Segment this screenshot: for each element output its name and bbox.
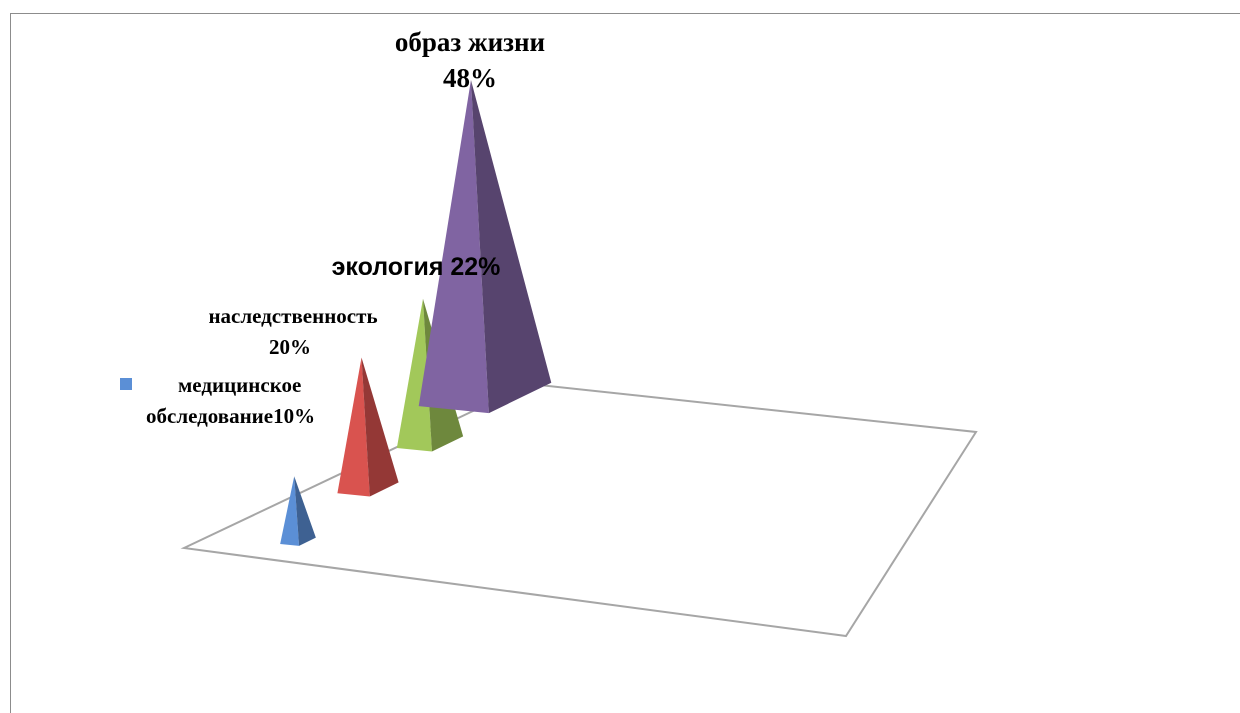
- pyramid-медицинское-обследование-front: [280, 476, 300, 546]
- legend-swatch: [120, 378, 132, 390]
- chart-frame: [10, 13, 1240, 713]
- pyramid-marks: [280, 80, 552, 546]
- data-label-экология: экология 22%: [332, 253, 501, 281]
- data-label-наследственность-line-2: 20%: [269, 335, 311, 359]
- pyramid-образ-жизни-side: [470, 80, 552, 414]
- data-label-медицинское-обследование-line-2: обследование10%: [146, 404, 315, 428]
- data-label-образ-жизни-line-2: 48%: [443, 63, 497, 93]
- pyramid-наследственность-front: [337, 357, 370, 497]
- data-label-медицинское-обследование-line-1: медицинское: [178, 373, 301, 397]
- pyramid-образ-жизни-front: [418, 80, 489, 414]
- data-label-наследственность-line-1: наследственность: [208, 304, 377, 328]
- pyramid-наследственность-side: [361, 357, 399, 497]
- data-label-образ-жизни-line-1: образ жизни: [395, 27, 545, 57]
- pyramid-экология-front: [396, 298, 432, 452]
- pyramid-медицинское-обследование-side: [294, 476, 316, 546]
